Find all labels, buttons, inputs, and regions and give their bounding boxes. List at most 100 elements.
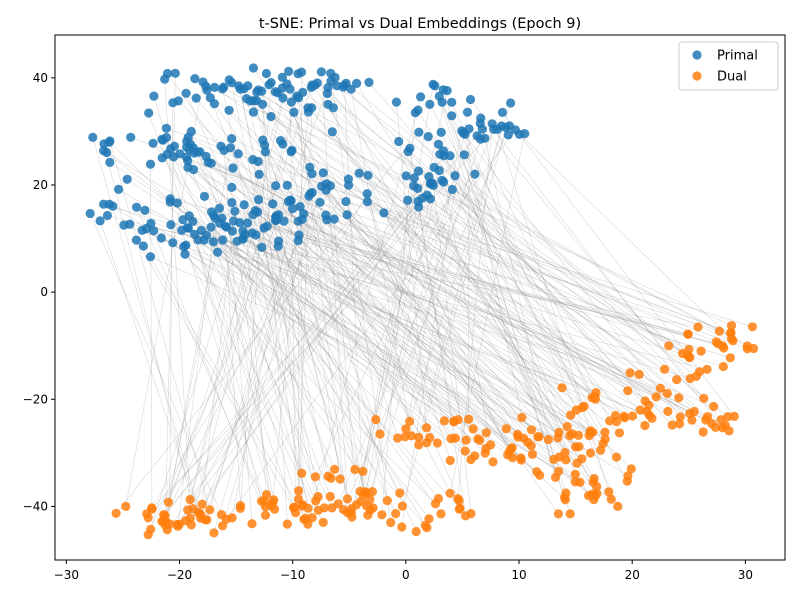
- connector-line: [428, 176, 560, 433]
- primal-point: [457, 126, 467, 136]
- primal-point: [343, 174, 353, 184]
- connector-line: [190, 194, 428, 519]
- primal-point: [413, 166, 424, 176]
- primal-point: [243, 218, 253, 228]
- primal-point: [158, 135, 168, 145]
- connector-line: [185, 93, 356, 470]
- connector-line: [255, 234, 604, 444]
- x-tick-label: 0: [402, 568, 410, 582]
- primal-point: [182, 136, 192, 146]
- dual-point: [702, 364, 712, 374]
- connector-line: [214, 87, 680, 425]
- y-tick-label: 40: [33, 71, 48, 85]
- dual-point: [527, 449, 538, 459]
- primal-point: [352, 78, 362, 88]
- dual-point: [677, 348, 688, 359]
- dual-point: [605, 416, 615, 426]
- dual-point: [600, 427, 610, 437]
- dual-point: [299, 514, 309, 524]
- dual-point: [209, 528, 219, 538]
- connector-line: [247, 85, 700, 373]
- dual-point: [674, 393, 684, 403]
- dual-point: [571, 442, 581, 452]
- dual-point: [696, 346, 706, 356]
- primal-point: [233, 149, 243, 159]
- primal-point: [105, 157, 115, 167]
- connector-line: [367, 175, 617, 423]
- primal-point: [270, 215, 281, 226]
- connector-line: [307, 96, 421, 525]
- dual-point: [554, 427, 564, 437]
- connector-line: [231, 187, 724, 349]
- connector-line: [161, 237, 581, 483]
- connector-line: [276, 219, 352, 509]
- dual-point: [414, 440, 424, 450]
- connector-line: [345, 201, 748, 349]
- connector-line: [236, 241, 272, 506]
- connector-line: [200, 185, 331, 516]
- connector-line: [226, 129, 516, 520]
- connector-line: [251, 232, 653, 419]
- connector-line: [368, 82, 646, 402]
- connector-line: [250, 100, 438, 444]
- connector-line: [321, 71, 348, 499]
- primal-point: [219, 82, 229, 92]
- connector-line: [275, 185, 566, 453]
- connector-line: [346, 214, 480, 441]
- primal-point: [304, 191, 314, 201]
- primal-point: [239, 200, 249, 210]
- primal-point: [183, 156, 193, 166]
- connector-line: [367, 201, 451, 461]
- connector-line: [170, 224, 559, 472]
- connector-line: [307, 107, 616, 416]
- connector-line: [431, 182, 625, 417]
- connector-line: [153, 96, 275, 510]
- connector-line: [327, 93, 601, 451]
- primal-point: [181, 88, 191, 98]
- primal-point: [278, 139, 288, 149]
- connector-line: [152, 143, 381, 435]
- dual-point: [565, 430, 575, 441]
- primal-point: [99, 199, 109, 209]
- connector-line: [480, 123, 705, 399]
- x-tick-label: −10: [280, 568, 305, 582]
- connector-line: [246, 98, 640, 375]
- primal-point: [216, 141, 226, 151]
- connector-line: [280, 140, 650, 406]
- connector-line: [231, 208, 293, 518]
- connector-line: [449, 133, 525, 494]
- connector-line: [188, 215, 461, 509]
- primal-point: [279, 216, 289, 226]
- primal-point: [199, 191, 210, 201]
- dual-point: [579, 401, 589, 411]
- connector-line: [136, 239, 294, 508]
- connector-line: [136, 207, 266, 507]
- dual-point: [185, 494, 195, 505]
- primal-point: [428, 180, 438, 190]
- connector-line: [502, 112, 735, 417]
- primal-point: [391, 97, 401, 107]
- dual-point: [555, 452, 565, 462]
- connector-line: [252, 159, 303, 505]
- dual-point: [585, 448, 596, 458]
- primal-point: [286, 147, 296, 157]
- dual-point: [146, 524, 156, 534]
- connector-line: [317, 82, 716, 428]
- connector-line: [103, 143, 194, 509]
- connector-line: [449, 155, 571, 514]
- connector-line: [228, 110, 590, 436]
- connector-line: [381, 112, 416, 515]
- connector-line: [223, 150, 253, 524]
- connector-line: [169, 102, 174, 524]
- primal-point: [394, 136, 404, 147]
- primal-point: [330, 72, 340, 83]
- dual-point: [672, 375, 682, 385]
- dual-point: [614, 428, 625, 438]
- dual-point: [613, 501, 623, 511]
- primal-point: [315, 197, 325, 207]
- primal-point: [501, 122, 511, 133]
- primal-point: [429, 162, 439, 172]
- connector-line: [173, 156, 333, 509]
- primal-point: [104, 137, 114, 147]
- dual-point: [358, 466, 368, 476]
